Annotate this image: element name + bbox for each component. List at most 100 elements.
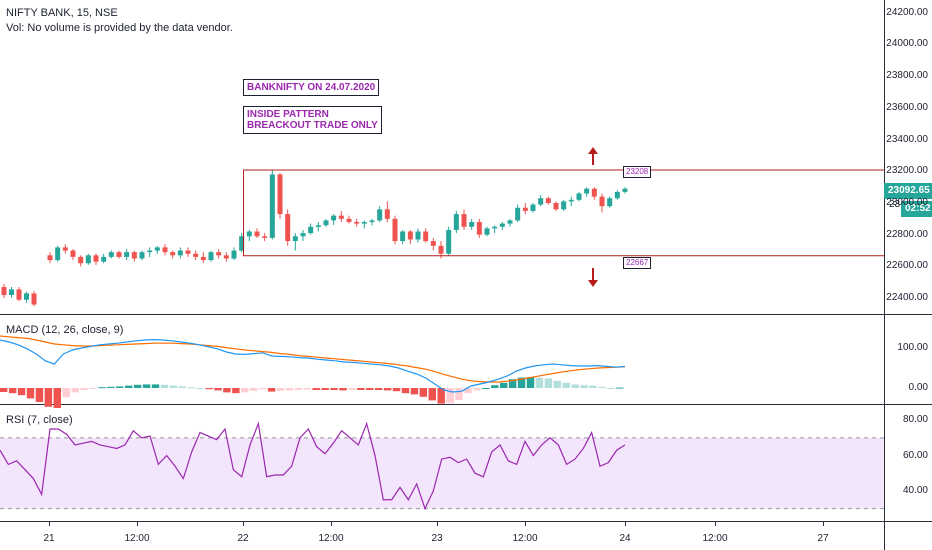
macd-histogram-bar <box>53 388 61 408</box>
macd-histogram-bar <box>500 382 508 388</box>
rsi-tick-label: 60.00 <box>902 449 928 461</box>
macd-histogram-bar <box>535 377 544 388</box>
rsi-tick-label: 40.00 <box>902 484 928 496</box>
candle-body <box>31 293 37 305</box>
price-tick-label: 24200.00 <box>886 6 928 18</box>
candle-body <box>101 256 107 262</box>
macd-histogram-bar <box>250 388 258 391</box>
candle-body <box>300 233 306 237</box>
candle-body <box>85 255 91 264</box>
macd-histogram-bar <box>419 388 428 397</box>
macd-histogram-bar <box>160 384 169 388</box>
candle-body <box>131 252 137 259</box>
time-tick-label: 21 <box>43 533 55 544</box>
macd-histogram-bar <box>491 385 499 388</box>
candle-body <box>492 226 498 229</box>
time-tick-label: 12:00 <box>702 533 728 544</box>
macd-histogram-bar <box>89 388 97 389</box>
price-tick-label: 23000.00 <box>886 196 928 208</box>
annotation-title-box[interactable]: BANKNIFTY ON 24.07.2020 <box>243 79 380 96</box>
annotation-pattern-box[interactable]: INSIDE PATTERN BREACKOUT TRADE ONLY <box>243 106 382 134</box>
macd-histogram-bar <box>580 385 588 388</box>
candle-body <box>254 231 260 237</box>
rsi-label: RSI (7, close) <box>6 414 73 426</box>
candle-body <box>108 252 114 257</box>
time-tick-label: 27 <box>817 533 829 544</box>
candle-body <box>223 255 229 259</box>
candle-body <box>331 215 337 221</box>
macd-histogram-bar <box>187 387 195 389</box>
macd-signal-line <box>0 335 626 383</box>
macd-histogram-bar <box>330 388 338 390</box>
macd-histogram-bar <box>321 388 329 390</box>
candle-body <box>538 198 544 205</box>
candle-body <box>47 255 53 261</box>
candle-body <box>147 250 153 253</box>
candle-body <box>614 191 620 199</box>
macd-histogram-bar <box>446 388 454 404</box>
macd-histogram-bar <box>553 380 561 388</box>
macd-histogram-bar <box>508 379 517 388</box>
price-tick-label: 22800.00 <box>886 228 928 240</box>
candle-body <box>423 231 429 242</box>
candle-body <box>499 223 505 227</box>
macd-histogram-bar <box>258 388 267 390</box>
macd-histogram-bar <box>589 385 597 388</box>
candle-body <box>576 193 582 200</box>
macd-histogram-bar <box>348 388 356 390</box>
macd-histogram-bar <box>214 388 222 391</box>
rsi-band <box>0 437 884 509</box>
upper-level-label[interactable]: 23208 <box>623 166 652 178</box>
macd-histogram-bar <box>241 388 249 393</box>
time-tick-label: 24 <box>619 533 631 544</box>
time-tick-label: 22 <box>237 533 249 544</box>
rsi-line <box>0 421 626 511</box>
candle-body <box>338 215 344 219</box>
candle-body <box>584 188 590 194</box>
price-tick-label: 23600.00 <box>886 101 928 113</box>
candle-body <box>407 231 413 240</box>
macd-histogram-bar <box>267 388 276 392</box>
lower-level-label[interactable]: 22667 <box>623 257 652 269</box>
candle-body <box>185 250 191 254</box>
candle-body <box>154 247 160 251</box>
macd-histogram-bar <box>62 388 70 398</box>
candle-body <box>522 207 528 211</box>
macd-histogram-bar <box>616 387 624 389</box>
candle-body <box>530 204 536 211</box>
candle-body <box>24 293 29 300</box>
macd-histogram-bar <box>375 388 383 390</box>
macd-tick-label: 0.00 <box>908 382 928 393</box>
annotation-title-text: BANKNIFTY ON 24.07.2020 <box>247 82 376 93</box>
macd-histogram-bar <box>98 387 106 389</box>
candle-body <box>507 220 513 224</box>
macd-histogram-bar <box>80 388 88 390</box>
annotation-pattern-line1: INSIDE PATTERN <box>247 109 329 120</box>
macd-histogram-bar <box>571 384 579 388</box>
candle-body <box>446 229 452 254</box>
macd-histogram-bar <box>44 388 53 407</box>
candle-body <box>1 287 7 295</box>
candle-body <box>607 198 613 207</box>
macd-histogram-bar <box>473 388 481 391</box>
macd-histogram-bar <box>294 388 303 390</box>
candle-body <box>438 245 444 254</box>
volume-note: Vol: No volume is provided by the data v… <box>6 22 233 34</box>
macd-histogram-bar <box>410 388 419 395</box>
candle-body <box>124 252 130 257</box>
candle-body <box>139 252 145 259</box>
time-tick-label: 23 <box>431 533 443 544</box>
macd-histogram-bar <box>562 382 570 388</box>
candle-body <box>392 218 398 242</box>
candle-body <box>208 252 214 261</box>
candle-body <box>239 236 245 251</box>
macd-histogram-bar <box>142 384 151 388</box>
candle-body <box>277 174 283 215</box>
candle-body <box>476 222 482 235</box>
candle-body <box>553 202 559 210</box>
candle-body <box>116 252 122 257</box>
macd-histogram-bar <box>482 388 490 389</box>
macd-histogram-bar <box>17 388 26 396</box>
candle-body <box>545 198 551 203</box>
